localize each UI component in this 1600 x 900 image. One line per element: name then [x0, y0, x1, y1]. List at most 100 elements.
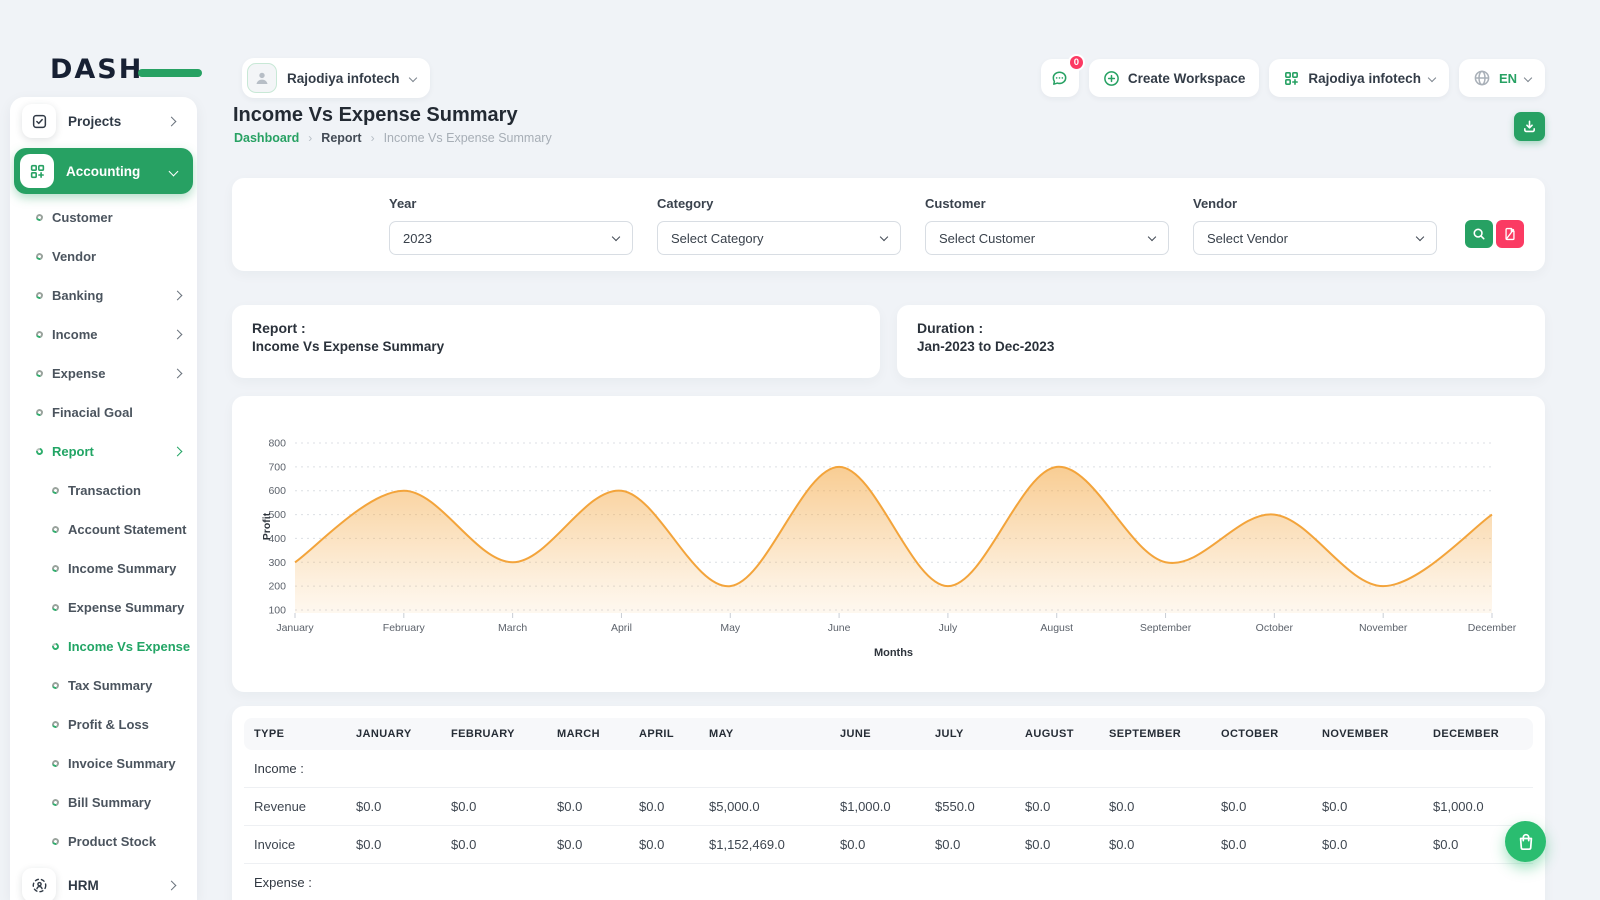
- value-cell: $0.0: [1017, 825, 1101, 864]
- sidebar-item-income-summary[interactable]: Income Summary: [10, 549, 197, 588]
- download-icon: [1522, 119, 1537, 134]
- category-selected-value: Select Category: [671, 230, 764, 246]
- svg-text:October: October: [1256, 622, 1294, 634]
- filter-actions: [1465, 220, 1524, 248]
- value-cell: $0.0: [348, 825, 443, 864]
- sidebar-item-product-stock[interactable]: Product Stock: [10, 822, 197, 861]
- cart-floating-button[interactable]: [1505, 821, 1546, 862]
- messages-button[interactable]: 0: [1040, 54, 1085, 97]
- sidebar-item-hrm[interactable]: HRM: [16, 862, 191, 900]
- chevron-right-icon: [172, 290, 183, 301]
- account-menu[interactable]: Rajodiya infotech: [1269, 59, 1449, 97]
- empty-cell: [443, 863, 549, 900]
- chevron-right-icon: [172, 329, 183, 340]
- empty-cell: [549, 863, 631, 900]
- bullet-icon: [50, 485, 61, 496]
- vendor-select[interactable]: Select Vendor: [1193, 221, 1437, 255]
- logo-text: DASH: [50, 54, 144, 85]
- language-menu[interactable]: EN: [1458, 59, 1545, 97]
- grid-icon: [1283, 70, 1300, 87]
- sidebar-item-invoice-summary[interactable]: Invoice Summary: [10, 744, 197, 783]
- svg-text:January: January: [276, 622, 314, 634]
- value-cell: $0.0: [631, 787, 701, 826]
- row-type: Invoice: [244, 825, 348, 864]
- table-row-revenue: Revenue $0.0 $0.0 $0.0 $0.0 $5,000.0 $1,000.0 $…: [244, 787, 1533, 826]
- duration-value: Jan-2023 to Dec-2023: [917, 339, 1055, 354]
- sidebar-item-income[interactable]: Income: [10, 315, 197, 354]
- table-header-july: JULY: [927, 718, 1017, 750]
- table-header-october: OCTOBER: [1213, 718, 1314, 750]
- search-button[interactable]: [1465, 220, 1493, 248]
- messages-badge: 0: [1067, 54, 1085, 71]
- sidebar-item-label: Customer: [52, 210, 113, 225]
- sidebar-item-income-vs-expense[interactable]: Income Vs Expense: [10, 627, 197, 666]
- sidebar-item-tax-summary[interactable]: Tax Summary: [10, 666, 197, 705]
- chevron-down-icon: [1523, 73, 1533, 83]
- sidebar-item-expense-summary[interactable]: Expense Summary: [10, 588, 197, 627]
- sidebar-item-vendor[interactable]: Vendor: [10, 237, 197, 276]
- table-header-type: TYPE: [244, 718, 348, 750]
- empty-cell: [1213, 750, 1314, 788]
- sidebar-item-label: Accounting: [66, 163, 141, 179]
- customer-select[interactable]: Select Customer: [925, 221, 1169, 255]
- income-expense-table-card: TYPE JANUARY FEBRUARY MARCH APRIL MAY JUNE JULY…: [232, 706, 1545, 900]
- value-cell: $5,000.0: [701, 787, 832, 826]
- profit-chart-card: 100 200 300 400 500 600 700 800 January February M…: [232, 396, 1545, 692]
- create-workspace-button[interactable]: Create Workspace: [1088, 59, 1260, 97]
- chevron-down-icon: [1415, 232, 1425, 241]
- svg-text:Months: Months: [874, 647, 913, 659]
- bullet-icon: [50, 563, 61, 574]
- sidebar-item-label: Expense: [52, 366, 106, 381]
- duration-label: Duration :: [917, 320, 984, 336]
- empty-cell: [348, 863, 443, 900]
- globe-icon: [1473, 69, 1491, 87]
- svg-text:700: 700: [268, 461, 286, 473]
- sidebar-item-transaction[interactable]: Transaction: [10, 471, 197, 510]
- category-select[interactable]: Select Category: [657, 221, 901, 255]
- year-select[interactable]: 2023: [389, 221, 633, 255]
- row-type: Revenue: [244, 787, 348, 826]
- sidebar-item-projects[interactable]: Projects: [16, 98, 191, 144]
- sidebar-item-customer[interactable]: Customer: [10, 198, 197, 237]
- file-cancel-icon: [1503, 227, 1517, 241]
- empty-cell: [927, 750, 1017, 788]
- svg-text:April: April: [611, 622, 632, 634]
- customer-filter: Customer Select Customer: [925, 196, 1169, 255]
- empty-cell: [631, 863, 701, 900]
- sidebar-item-bill-summary[interactable]: Bill Summary: [10, 783, 197, 822]
- svg-text:300: 300: [268, 557, 286, 569]
- empty-cell: [1314, 863, 1425, 900]
- chevron-down-icon: [168, 166, 179, 176]
- value-cell: $1,152,469.0: [701, 825, 832, 864]
- svg-text:500: 500: [268, 509, 286, 521]
- sidebar-item-label: Account Statement: [68, 522, 187, 537]
- breadcrumb-item-income-vs-expense-summary: Income Vs Expense Summary: [383, 131, 552, 145]
- sidebar-item-account-statement[interactable]: Account Statement: [10, 510, 197, 549]
- sidebar-item-accounting[interactable]: Accounting: [14, 148, 193, 194]
- svg-text:September: September: [1140, 622, 1192, 634]
- breadcrumb-item-dashboard[interactable]: Dashboard: [234, 131, 300, 145]
- bullet-icon: [50, 797, 61, 808]
- download-button[interactable]: [1514, 112, 1545, 141]
- duration-summary-card: Duration : Jan-2023 to Dec-2023: [897, 305, 1545, 378]
- sidebar-item-profit-loss[interactable]: Profit & Loss: [10, 705, 197, 744]
- workspace-switcher[interactable]: Rajodiya infotech: [242, 58, 430, 98]
- year-filter: Year 2023: [389, 196, 633, 255]
- chevron-down-icon: [1147, 232, 1157, 241]
- table-section-expense: Expense :: [244, 863, 1533, 900]
- empty-cell: [443, 750, 549, 788]
- value-cell: $1,000.0: [832, 787, 927, 826]
- svg-text:200: 200: [268, 581, 286, 593]
- breadcrumb-item-report[interactable]: Report: [321, 131, 362, 145]
- reset-button[interactable]: [1496, 220, 1524, 248]
- customer-selected-value: Select Customer: [939, 230, 1036, 246]
- sidebar-item-banking[interactable]: Banking: [10, 276, 197, 315]
- value-cell: $0.0: [1314, 825, 1425, 864]
- value-cell: $0.0: [348, 787, 443, 826]
- sidebar-item-finacial-goal[interactable]: Finacial Goal: [10, 393, 197, 432]
- report-label: Report :: [252, 320, 306, 336]
- sidebar-item-report[interactable]: Report: [10, 432, 197, 471]
- value-cell: $0.0: [1213, 825, 1314, 864]
- bullet-icon: [50, 524, 61, 535]
- sidebar-item-expense[interactable]: Expense: [10, 354, 197, 393]
